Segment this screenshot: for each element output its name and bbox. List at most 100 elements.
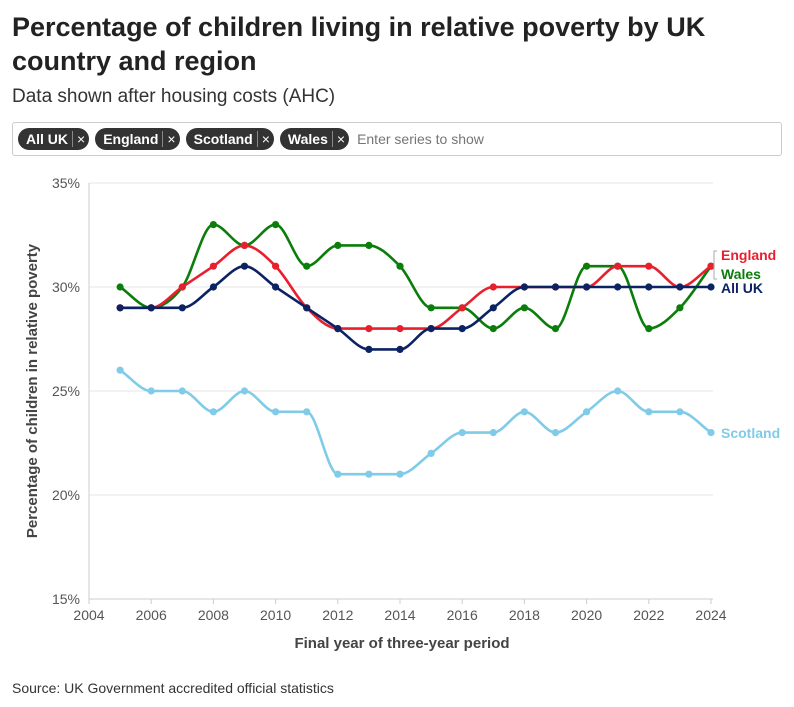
x-tick-label: 2016 [447,607,478,623]
y-tick-label: 35% [52,175,80,191]
x-axis-title: Final year of three-year period [294,635,509,652]
chip-all-uk: All UK × [18,128,90,150]
chip-label: All UK [26,131,68,147]
data-point-scotland [365,470,373,478]
data-point-england [240,241,249,249]
x-tick-label: 2018 [509,607,540,623]
data-point-scotland [147,387,155,395]
data-point-england [489,283,497,291]
data-point-all-uk [707,283,715,291]
data-point-wales [272,221,280,229]
data-point-wales [396,262,404,270]
data-point-all-uk [458,325,466,333]
data-point-scotland [209,408,217,416]
data-point-all-uk [334,325,342,333]
data-point-england [645,262,653,270]
x-tick-label: 2010 [260,607,291,623]
source-note: Source: UK Government accredited officia… [12,680,334,696]
data-point-scotland [551,429,560,437]
data-point-scotland [645,408,653,416]
data-point-all-uk [489,304,497,312]
y-axis-title: Percentage of children in relative pover… [24,243,41,538]
data-point-wales [209,221,217,229]
remove-icon[interactable]: × [72,131,85,147]
data-point-all-uk [427,325,435,333]
data-point-all-uk [240,262,249,270]
y-tick-label: 20% [52,487,80,503]
y-tick-label: 25% [52,383,80,399]
data-point-scotland [178,387,186,395]
data-point-wales [427,304,435,312]
data-point-scotland [676,408,684,416]
series-label-wales: Wales [721,266,761,282]
data-point-scotland [303,408,311,416]
data-point-scotland [520,408,529,416]
remove-icon[interactable]: × [256,131,270,147]
x-tick-label: 2022 [633,607,664,623]
page-title: Percentage of children living in relativ… [12,12,706,76]
data-point-scotland [334,470,342,478]
series-filter[interactable]: All UK × England × Scotland × Wales × [12,122,782,156]
remove-icon[interactable]: × [331,131,345,147]
series-line-wales [119,223,713,330]
x-tick-label: 2014 [384,607,415,623]
series-label-england: England [721,247,776,263]
y-tick-label: 30% [52,279,80,295]
x-tick-label: 2004 [73,607,104,623]
data-point-scotland [489,429,497,437]
data-point-all-uk [551,283,560,291]
series-label-scotland: Scotland [721,425,780,441]
data-point-england [707,262,715,270]
data-point-scotland [583,408,591,416]
data-point-england [458,304,466,312]
data-point-scotland [707,429,715,437]
chip-england: England × [95,128,180,150]
subtitle: Data shown after housing costs (AHC) [12,86,336,107]
data-point-scotland [427,449,435,457]
data-point-all-uk [583,283,591,291]
data-point-wales [583,262,591,270]
data-point-wales [365,241,373,249]
data-point-scotland [116,366,124,374]
series-line-all-uk [120,264,711,351]
chip-scotland: Scotland × [185,128,274,150]
data-point-all-uk [303,304,311,312]
data-point-scotland [240,387,249,395]
data-point-all-uk [116,304,124,312]
y-tick-label: 15% [52,591,80,607]
data-point-england [178,283,186,291]
data-point-wales [520,304,529,312]
data-point-all-uk [676,283,684,291]
chip-wales: Wales × [279,128,350,150]
data-point-all-uk [209,283,217,291]
data-point-england [209,262,217,270]
data-point-england [272,262,280,270]
x-tick-label: 2020 [571,607,602,623]
x-tick-label: 2006 [136,607,167,623]
chip-label: Scotland [193,131,253,147]
data-point-all-uk [614,283,622,291]
series-search-input[interactable] [355,130,781,148]
data-point-england [396,325,404,333]
data-point-england [614,262,622,270]
data-point-scotland [396,470,404,478]
data-point-scotland [272,408,280,416]
x-tick-label: 2012 [322,607,353,623]
series-label-all-uk: All UK [721,280,763,296]
data-point-scotland [614,387,622,395]
data-point-wales [334,241,342,249]
data-point-wales [303,262,311,270]
data-point-all-uk [272,283,280,291]
chip-label: England [103,131,159,147]
remove-icon[interactable]: × [162,131,176,147]
data-point-england [365,325,373,333]
x-tick-label: 2024 [695,607,726,623]
data-point-wales [489,325,497,333]
data-point-wales [645,325,653,333]
data-point-wales [676,304,684,312]
data-point-wales [551,325,560,333]
chip-label: Wales [287,131,328,147]
label-bracket [713,250,717,280]
